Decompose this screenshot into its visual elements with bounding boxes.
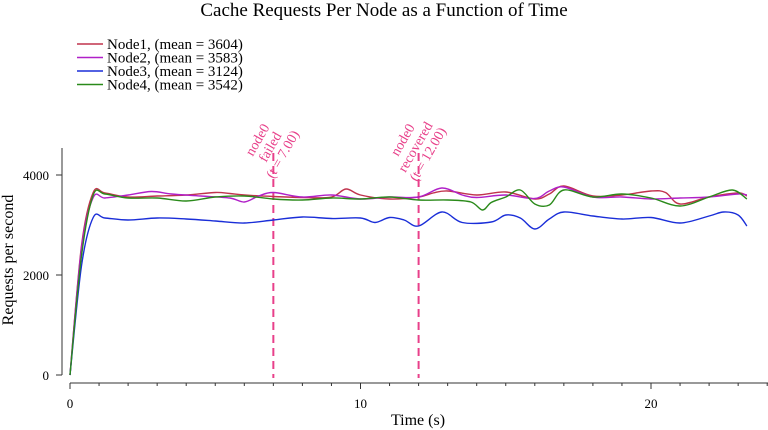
ticks: 0 2000 4000 0 10 20 [23, 168, 768, 411]
legend-label: Node1, (mean = 3604) [107, 37, 243, 53]
series-line-node3 [69, 211, 748, 376]
y-tick-label: 2000 [23, 268, 49, 283]
legend: Node1, (mean = 3604)Node2, (mean = 3583)… [77, 37, 243, 94]
legend-label: Node3, (mean = 3124) [107, 64, 243, 80]
legend-label: Node2, (mean = 3583) [107, 51, 243, 67]
series-line-node2 [69, 186, 748, 376]
legend-label: Node4, (mean = 3542) [107, 78, 243, 94]
y-tick-label: 0 [43, 368, 50, 383]
y-tick-label: 4000 [23, 168, 49, 183]
series-line-node1 [69, 185, 748, 376]
series-line-node4 [69, 189, 748, 376]
x-tick-label: 20 [645, 396, 658, 411]
x-tick-label: 10 [354, 396, 367, 411]
x-axis-label: Time (s) [391, 412, 445, 429]
chart-title: Cache Requests Per Node as a Function of… [200, 0, 567, 21]
x-tick-label: 0 [67, 396, 74, 411]
y-axis-label: Requests per second [0, 195, 17, 326]
series-lines [69, 185, 748, 376]
axes [61, 148, 768, 384]
